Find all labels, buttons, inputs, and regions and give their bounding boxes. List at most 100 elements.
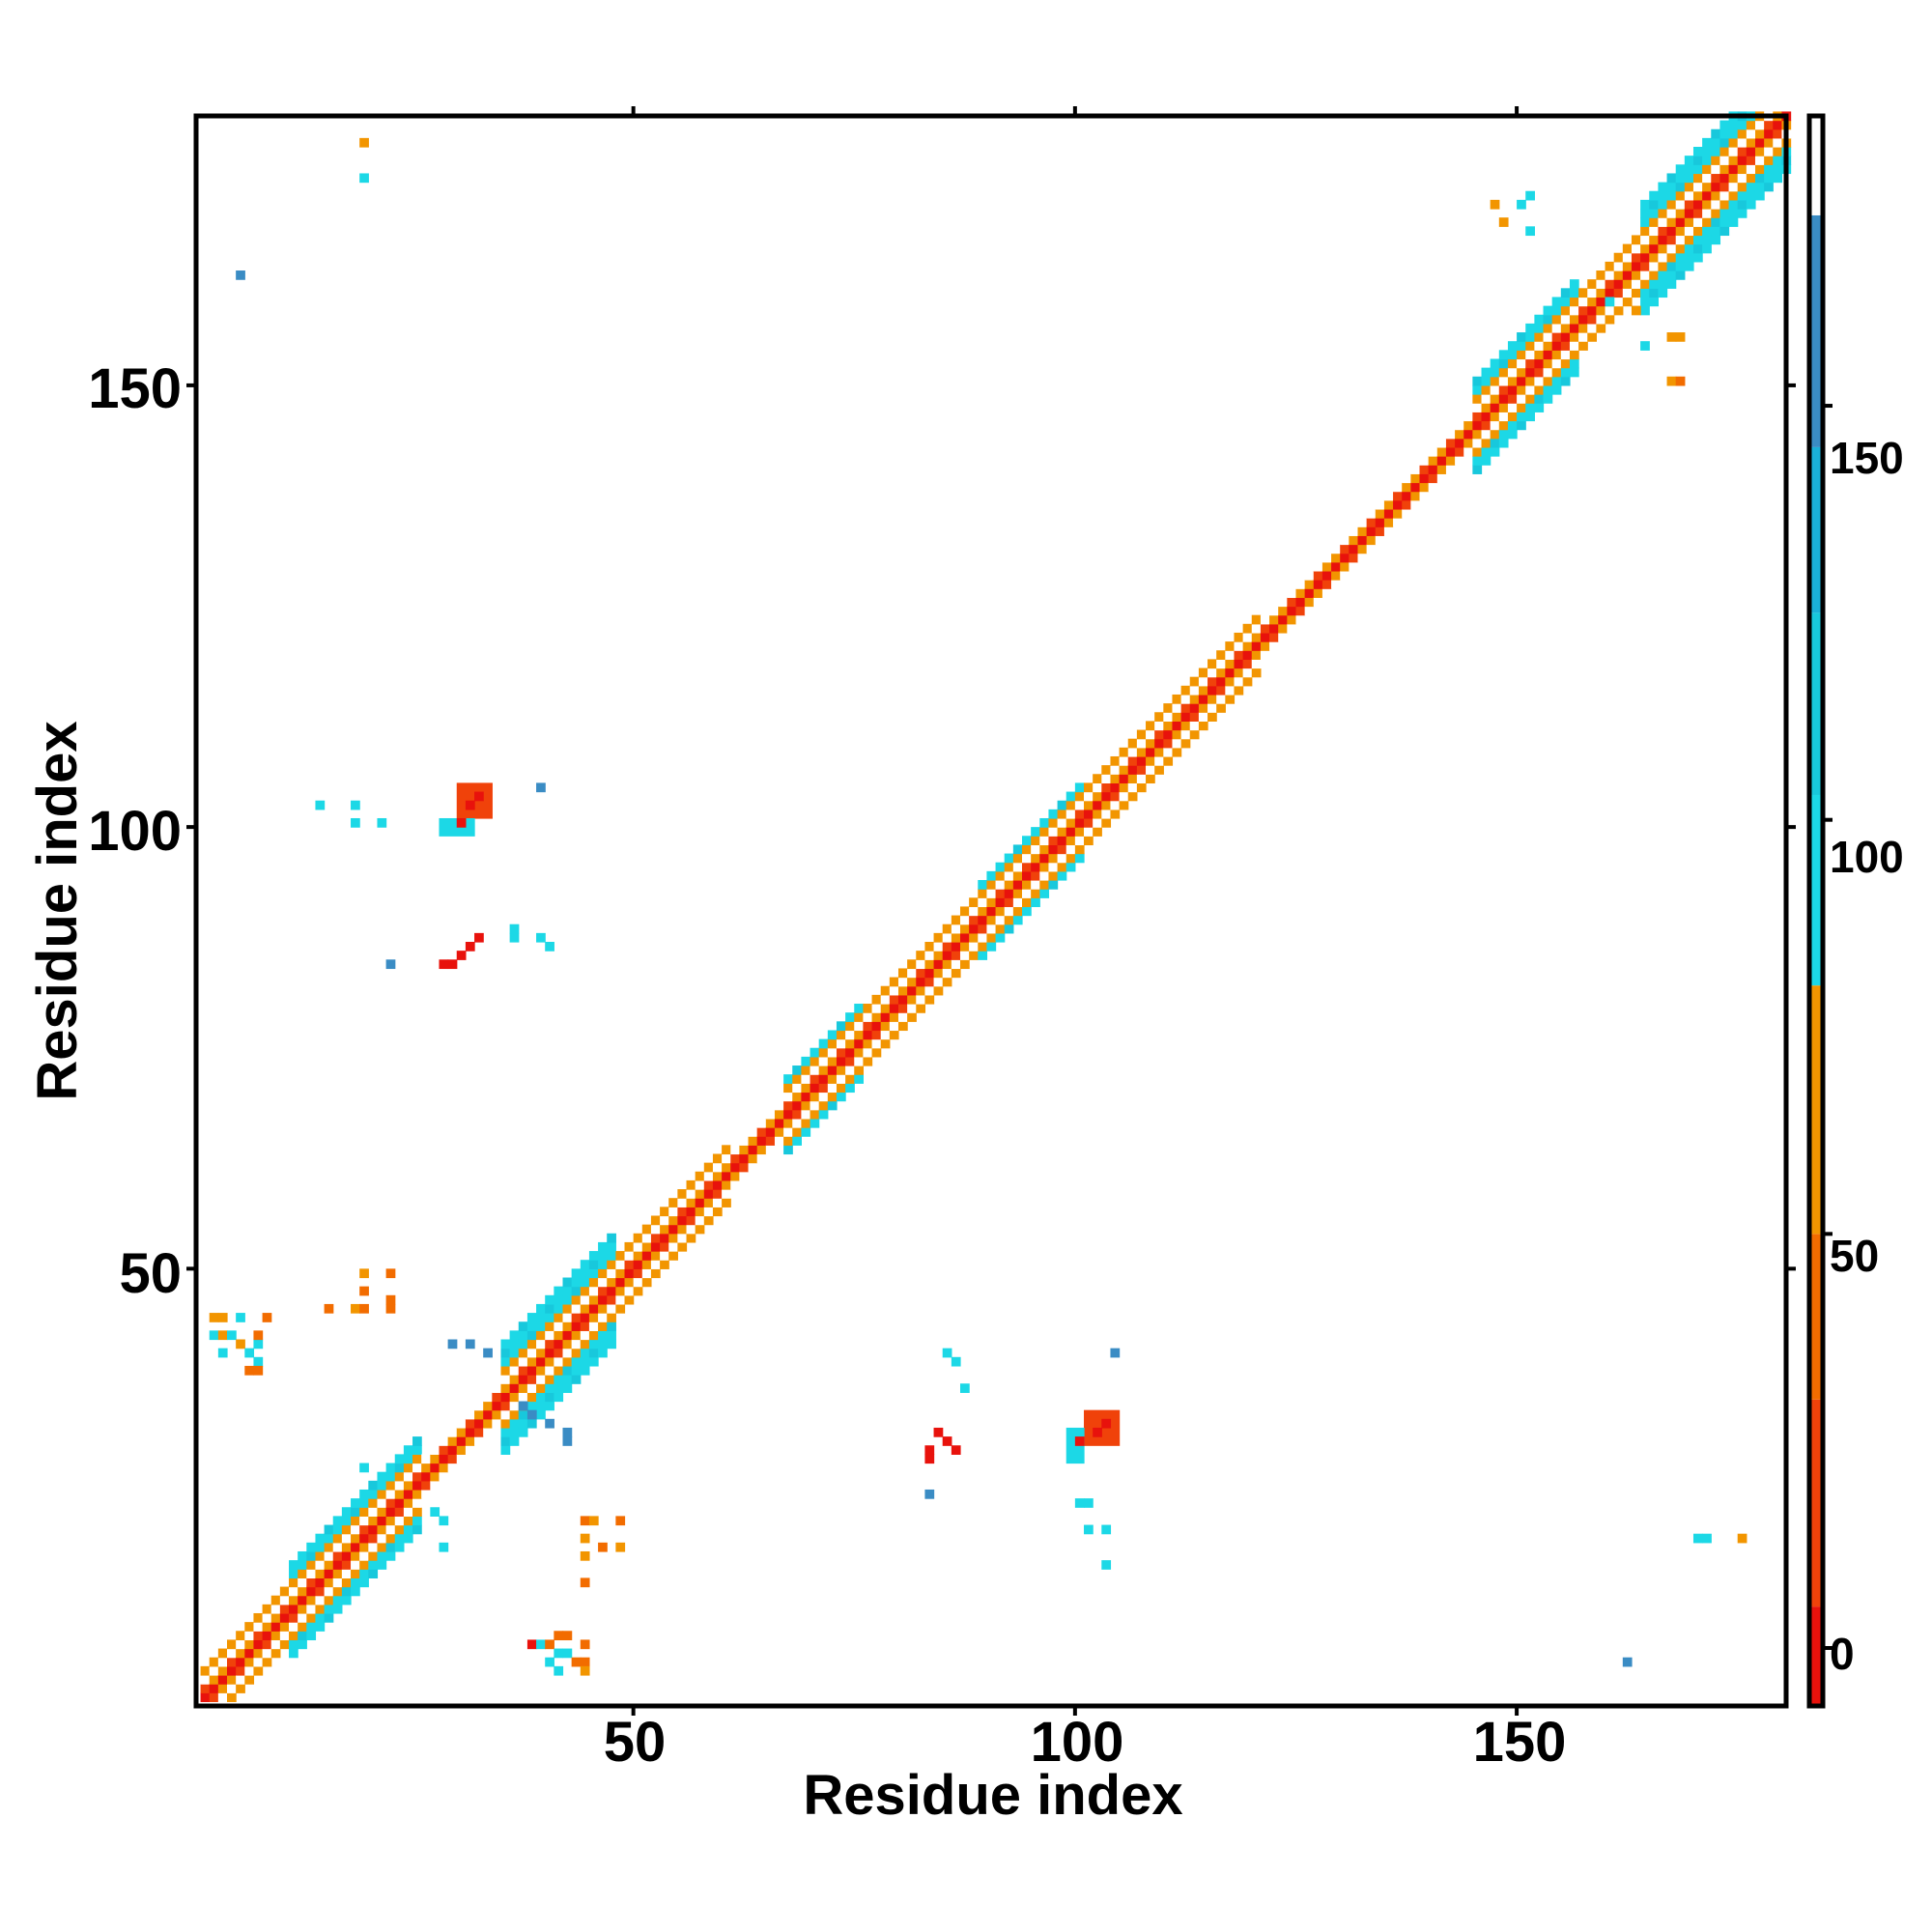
heatmap-cell [509,1375,520,1384]
heatmap-cell [1287,623,1297,634]
heatmap-cell [571,1365,582,1376]
heatmap-cell [509,1409,520,1420]
heatmap-cell [1481,403,1492,412]
heatmap-cell [1074,782,1085,793]
contact-point [615,1516,626,1526]
heatmap-cell [1534,314,1545,325]
heatmap-cell [500,1348,511,1358]
heatmap-cell [1640,288,1650,298]
y-axis-title: Residue index [26,721,89,1100]
heatmap-cell [1093,774,1102,784]
contact-point [1084,1524,1094,1535]
heatmap-cell [995,915,1006,925]
heatmap-cell [447,1445,458,1455]
heatmap-cell [1702,182,1712,192]
heatmap-cell [1472,456,1483,466]
heatmap-cell [1551,358,1562,369]
contact-point [509,932,520,943]
heatmap-cell [1004,862,1014,872]
heatmap-cell [695,1198,705,1208]
heatmap-cell [1357,544,1368,554]
heatmap-cell [1472,412,1483,422]
heatmap-cell [695,1215,705,1226]
heatmap-cell [686,1224,696,1235]
heatmap-cell [1578,297,1588,307]
heatmap-cell [703,1179,714,1190]
heatmap-cell [403,1489,413,1499]
heatmap-cell [1410,465,1421,474]
heatmap-cell [1613,305,1624,316]
heatmap-cell [580,1286,590,1296]
heatmap-cell [1101,809,1112,819]
heatmap-cell [1234,676,1244,687]
heatmap-cell [1711,182,1721,192]
heatmap-cell [430,1445,440,1455]
heatmap-cell [1596,297,1606,307]
heatmap-cell [1093,809,1102,819]
heatmap-cell [1525,403,1535,412]
heatmap-cell [1287,606,1297,616]
contact-point [324,1303,334,1314]
heatmap-cell [1012,870,1023,881]
heatmap-cell [1551,314,1562,325]
heatmap-cell [677,1198,688,1208]
heatmap-cell [456,1436,467,1446]
heatmap-cell [995,923,1006,934]
heatmap-cell [1631,235,1641,245]
heatmap-cell [1393,508,1403,519]
heatmap-cell [518,1365,528,1376]
heatmap-cell [315,1569,326,1579]
heatmap-cell [1764,120,1774,130]
heatmap-cell [1445,465,1456,474]
heatmap-cell [1692,252,1703,263]
heatmap-cell [641,1224,652,1235]
x-tick-label-150: 150 [1473,1711,1567,1774]
heatmap-cell [1410,473,1421,484]
heatmap-cell [1127,774,1138,784]
heatmap-cell [951,951,961,960]
heatmap-cell [1065,862,1076,872]
heatmap-cell [1136,747,1147,757]
heatmap-cell [712,1162,723,1173]
heatmap-cell [377,1480,387,1491]
heatmap-cell [1534,358,1545,369]
heatmap-cell [394,1471,405,1482]
heatmap-cell [332,1569,343,1579]
heatmap-cell [385,1463,396,1473]
heatmap-cell [1455,456,1464,466]
heatmap-cell [1754,190,1765,201]
heatmap-cell [1507,350,1518,360]
heatmap-cell [1031,897,1040,908]
heatmap-cell [394,1542,405,1552]
heatmap-cell [1383,508,1394,519]
heatmap-cell [1402,482,1411,493]
heatmap-cell [1445,456,1456,466]
heatmap-cell [1596,305,1606,316]
heatmap-cell [227,1639,237,1650]
heatmap-cell [1295,588,1306,598]
heatmap-cell [1472,429,1483,440]
heatmap-cell [863,1012,873,1022]
heatmap-cell [1692,209,1703,218]
heatmap-cell [1640,235,1650,245]
heatmap-cell [1295,597,1306,608]
heatmap-cell [907,959,917,970]
heatmap-cell [677,1207,688,1217]
heatmap-cell [1754,164,1765,175]
heatmap-cell [933,977,944,987]
contact-point [580,1533,590,1544]
heatmap-cell [509,1339,520,1350]
heatmap-cell [580,1268,590,1279]
heatmap-cell [351,1498,360,1508]
heatmap-cell [1569,350,1579,360]
contact-point [244,1348,255,1358]
heatmap-cell [1631,270,1641,280]
heatmap-cell [624,1286,635,1296]
heatmap-cell [1242,659,1253,669]
heatmap-cell [1692,164,1703,175]
heatmap-cell [545,1330,554,1341]
heatmap-cell [1074,827,1085,837]
heatmap-cell [562,1294,573,1305]
heatmap-cell [1587,288,1597,298]
heatmap-cell [1208,712,1217,722]
